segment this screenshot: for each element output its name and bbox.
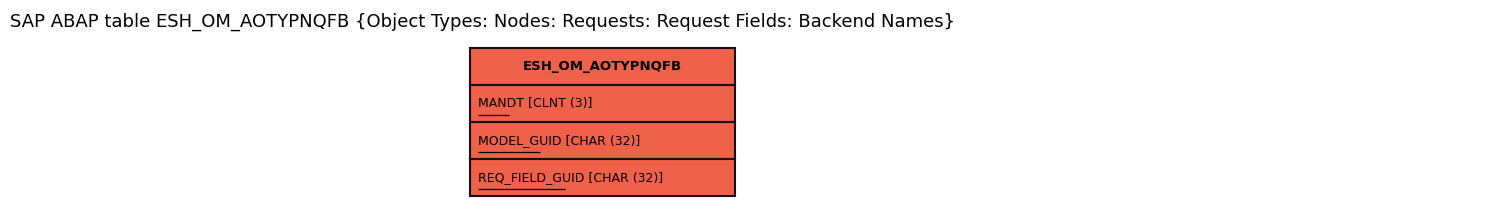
Bar [470, 85, 735, 122]
Text: REQ_FIELD_GUID [CHAR (32)]: REQ_FIELD_GUID [CHAR (32)] [479, 171, 663, 184]
Text: ESH_OM_AOTYPNQFB: ESH_OM_AOTYPNQFB [523, 60, 681, 73]
Bar [470, 159, 735, 196]
Text: MANDT [CLNT (3)]: MANDT [CLNT (3)] [479, 97, 592, 110]
Text: SAP ABAP table ESH_OM_AOTYPNQFB {Object Types: Nodes: Requests: Request Fields: : SAP ABAP table ESH_OM_AOTYPNQFB {Object … [10, 13, 956, 31]
Text: MODEL_GUID [CHAR (32)]: MODEL_GUID [CHAR (32)] [479, 134, 640, 147]
Bar [470, 48, 735, 85]
Bar [470, 122, 735, 159]
